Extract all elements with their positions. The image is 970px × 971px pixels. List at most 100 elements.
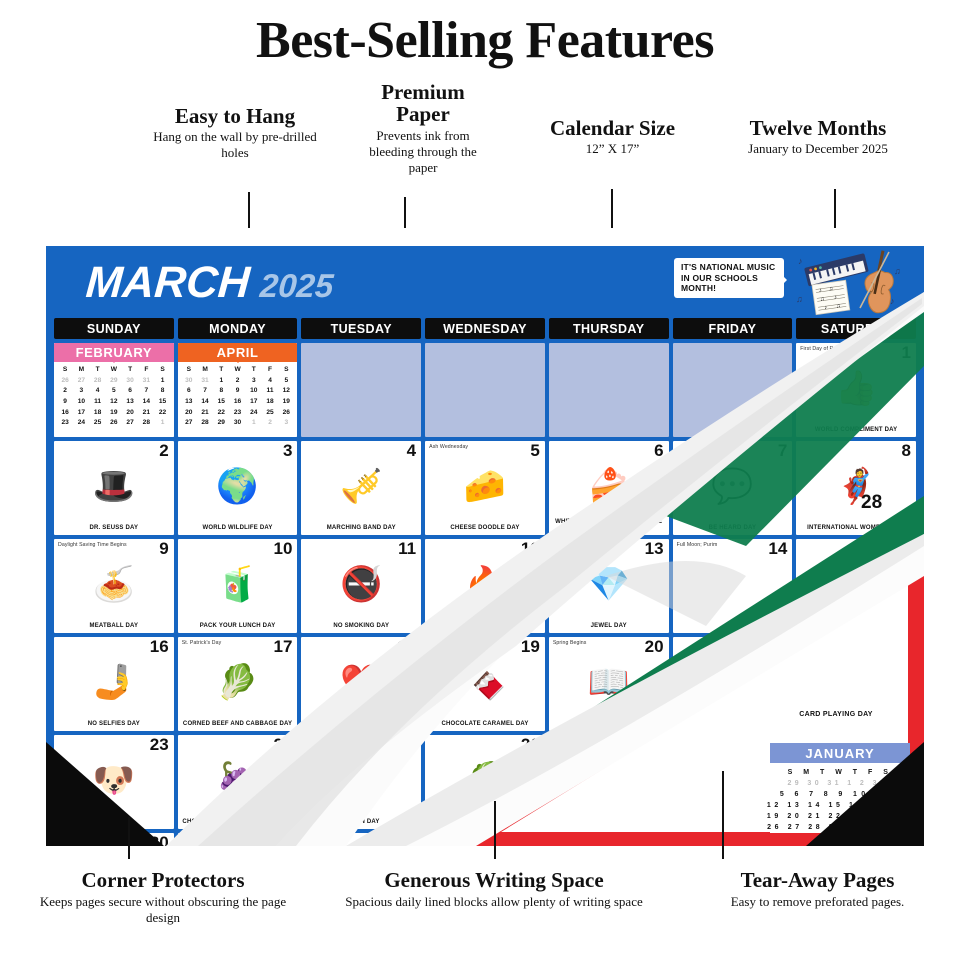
calendar-cell-day-4: 🎺 4 MARCHING BAND DAY xyxy=(301,441,422,535)
calendar-cell-empty xyxy=(672,343,793,437)
mini-day: 9 xyxy=(63,398,67,406)
svg-text:♫: ♫ xyxy=(796,294,803,304)
calendar-cell-blank xyxy=(672,833,793,846)
mini-day: 1 xyxy=(160,419,165,427)
mini-weekday: F xyxy=(268,366,273,373)
calendar-cell-day-1: First Day of Ramadan 👍 1 WORLD COMPLIMENT D… xyxy=(796,343,916,437)
mini-day: 30 xyxy=(126,376,134,384)
mini-day: 6 xyxy=(128,387,132,395)
mini-day: 14 xyxy=(201,398,209,406)
day-holiday-label: MEATBALL DAY xyxy=(89,623,139,630)
mini-day: 1 xyxy=(160,376,165,384)
weekday-header-tuesday: TUESDAY xyxy=(301,318,422,339)
leader-line xyxy=(128,817,130,859)
svg-text:♫: ♫ xyxy=(894,266,901,276)
feature-subtitle: Spacious daily lined blocks allow plenty… xyxy=(345,893,643,909)
mini-day: 28 xyxy=(142,419,150,427)
day-note: Spring Begins xyxy=(552,640,587,646)
day-number: 25 xyxy=(397,735,417,754)
mini-day: 14 xyxy=(142,398,150,406)
mini-day: 31 xyxy=(142,376,150,384)
music-month-badge: IT'S NATIONAL MUSIC IN OUR SCHOOLS MONTH… xyxy=(674,258,787,298)
day-illustration-icon: 🧃 xyxy=(216,566,259,604)
day-illustration-icon: 🤳 xyxy=(92,664,136,702)
day-illustration-icon: 🍫 xyxy=(463,664,507,702)
day-holiday-label: CARD PLAYING DAY xyxy=(701,819,764,826)
mini-day: 12 xyxy=(110,398,118,406)
day-number: 10 xyxy=(273,539,293,558)
calendar-cell-day-27: 27 xyxy=(548,735,669,829)
mini-day: 25 xyxy=(266,408,274,416)
mini-day: 5 xyxy=(284,376,289,384)
day-note: Eid al-Fitr xyxy=(181,836,205,842)
calendar-cell-day-9: Daylight Saving Time Begins 🍝 9 MEATBALL DA… xyxy=(54,539,174,633)
feature-title: Corner Protectors xyxy=(81,868,245,892)
feature-subtitle: 12” X 17” xyxy=(585,141,640,157)
mini-day: 12 xyxy=(282,387,290,395)
mini-weekday: S xyxy=(160,366,165,373)
corner-protector-bottom-left xyxy=(46,742,164,846)
day-number: 18 xyxy=(397,637,417,656)
day-number: 27 xyxy=(644,735,664,754)
calendar-cell-day-14: Full Moon; Purim 14 xyxy=(672,539,793,633)
calendar-cell-day-16: 🤳 16 NO SELFIES DAY xyxy=(54,637,174,731)
mini-day: 7 xyxy=(144,387,149,395)
mini-day: 18 xyxy=(266,398,274,406)
day-number: 26 xyxy=(520,735,540,754)
calendar-cell-day-3: 🌍 3 WORLD WILDLIFE DAY xyxy=(177,441,298,535)
svg-text:♪: ♪ xyxy=(798,256,803,266)
mini-day: 4 xyxy=(268,376,272,384)
feature-title: Calendar Size xyxy=(549,115,676,140)
day-holiday-label: CHEESE DOODLE DAY xyxy=(450,525,520,532)
feature-subtitle: Keeps pages secure without obscuring the… xyxy=(39,893,287,925)
day-holiday-label: DR. SEUSS DAY xyxy=(89,525,139,532)
calendar-cell-day-10: 🧃 10 PACK YOUR LUNCH DAY xyxy=(177,539,298,633)
calendar-cell-day-15: 15 xyxy=(796,539,916,633)
day-illustration-icon: 🍰 xyxy=(587,468,630,506)
day-note: Full Moon; Purim xyxy=(676,542,718,548)
feature-title: Twelve Months xyxy=(749,115,887,140)
calendar-cell-day-11: 🚭 11 NO SMOKING DAY xyxy=(301,539,422,633)
day-number: 17 xyxy=(273,637,293,656)
mini-weekday: T xyxy=(219,366,224,373)
calendar-cell-empty xyxy=(548,343,669,437)
day-note: St. Patrick's Day xyxy=(181,640,222,646)
calendar-cell-day-5: Ash Wednesday 🧀 5 CHEESE DOODLE DAY xyxy=(425,441,545,535)
mini-day: 27 xyxy=(77,376,86,384)
mini-day: 1 xyxy=(219,376,224,384)
mini-day: 24 xyxy=(77,419,86,427)
day-number: 20 xyxy=(644,637,664,656)
calendar-cell-day-21: 21 xyxy=(672,637,793,731)
mini-day: 7 xyxy=(203,387,207,395)
mini-day: 3 xyxy=(251,376,256,384)
mini-day: 17 xyxy=(77,408,86,416)
calendar-cell-day-12: 🔥 12 GIRL SCOUT DAY xyxy=(425,539,545,633)
calendar-cell-day-22: 22 xyxy=(796,637,916,731)
day-number: 28 xyxy=(768,735,788,754)
mini-day: 3 xyxy=(284,419,289,427)
day-holiday-label: JEWEL DAY xyxy=(590,623,627,630)
svg-text:♫: ♫ xyxy=(828,286,833,293)
corner-protector-bottom-right xyxy=(806,742,924,846)
mini-day: 2 xyxy=(235,376,240,384)
mini-day: 3 xyxy=(79,387,84,395)
feature-subtitle: Hang on the wall by pre-drilled holes xyxy=(153,129,317,161)
mini-calendar-month-label: APRIL xyxy=(177,343,298,363)
day-holiday-label: WHITE CHOCOLATE CHEESECAKE DAY xyxy=(555,518,663,532)
mini-day: 19 xyxy=(110,408,118,416)
day-number: 15 xyxy=(892,539,911,558)
day-number: 21 xyxy=(768,637,788,656)
calendar-cell-day-26: 🥬 26 SPINACH DAY xyxy=(425,735,545,829)
day-illustration-icon: 🧀 xyxy=(463,468,507,506)
day-illustration-icon: 🍝 xyxy=(92,566,136,604)
calendar-cell-mini-april: APRIL S M T W T F S 30 31 1 2 3 4 5 6 7 8 9 10 11 12 13 14 15 16 1… xyxy=(177,343,298,437)
feature-corner-protectors: Corner Protectors Keeps pages secure wit… xyxy=(38,869,288,925)
day-holiday-label: WORLD WILDLIFE DAY xyxy=(202,525,273,532)
mini-day: 4 xyxy=(95,387,100,395)
calendar-cell-day-13: 💎 13 JEWEL DAY xyxy=(548,539,669,633)
calendar-header: MARCH 2025 IT'S NATIONAL MUSIC IN OUR SC… xyxy=(46,246,924,318)
mini-day: 26 xyxy=(61,376,69,384)
svg-text:♪: ♪ xyxy=(890,296,895,306)
calendar-cell-blank xyxy=(301,833,422,846)
top-feature-callouts: Easy to Hang Hang on the wall by pre-dri… xyxy=(0,77,970,228)
